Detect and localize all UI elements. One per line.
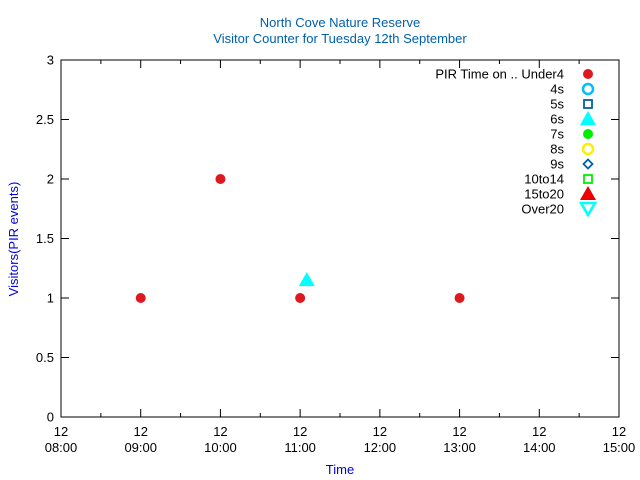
y-tick-label: 3 xyxy=(47,53,54,68)
legend-label: 9s xyxy=(550,157,564,172)
x-tick-label-time: 14:00 xyxy=(523,440,556,455)
plot-area-border xyxy=(60,59,620,418)
x-tick-label-time: 08:00 xyxy=(45,440,78,455)
data-point-series-0 xyxy=(454,293,465,303)
y-axis-label: Visitors(PIR events) xyxy=(6,182,21,297)
x-tick-label-day: 12 xyxy=(293,424,307,439)
x-tick-label-time: 12:00 xyxy=(364,440,397,455)
legend-marker xyxy=(581,142,595,156)
legend-label: 15to20 xyxy=(524,187,564,202)
legend-marker xyxy=(583,174,593,184)
chart-subtitle: Visitor Counter for Tuesday 12th Septemb… xyxy=(213,31,467,46)
data-point-series-0 xyxy=(135,293,146,303)
legend-label: 4s xyxy=(550,82,564,97)
legend-label: 8s xyxy=(550,142,564,157)
legend-label: Over20 xyxy=(521,202,564,217)
data-points xyxy=(135,174,465,303)
y-tick-label: 2 xyxy=(47,172,54,187)
x-tick-label-time: 11:00 xyxy=(284,440,316,455)
chart-title: North Cove Nature Reserve xyxy=(260,15,420,30)
x-axis-label: Time xyxy=(326,462,354,477)
legend-marker xyxy=(583,129,593,139)
legend: PIR Time on .. Under44s5s6s7s8s9s10to141… xyxy=(435,67,598,218)
x-tick-label-time: 13:00 xyxy=(443,440,476,455)
x-axis-ticks: 1208:001209:001210:001211:001212:001213:… xyxy=(45,60,636,455)
y-tick-label: 1 xyxy=(47,291,54,306)
x-tick-label-day: 12 xyxy=(612,424,626,439)
legend-marker xyxy=(581,82,595,96)
y-tick-label: 1.5 xyxy=(36,231,54,246)
legend-label: 6s xyxy=(550,112,564,127)
data-point-series-0 xyxy=(295,293,306,303)
y-tick-label: 0 xyxy=(47,410,54,425)
legend-marker xyxy=(583,69,593,79)
x-tick-label-day: 12 xyxy=(54,424,68,439)
legend-marker xyxy=(583,99,593,109)
legend-label: 7s xyxy=(550,127,564,142)
y-tick-label: 0.5 xyxy=(36,350,54,365)
legend-label: 10to14 xyxy=(524,172,564,187)
legend-marker xyxy=(578,201,598,218)
legend-marker xyxy=(580,111,596,125)
x-tick-label-time: 10:00 xyxy=(204,440,237,455)
legend-label: 5s xyxy=(550,97,564,112)
y-axis-ticks: 0 0.5 1 1.5 2 2.5 3 xyxy=(36,53,619,425)
x-tick-label-day: 12 xyxy=(133,424,147,439)
data-point-series-3 xyxy=(298,272,315,287)
x-tick-label-time: 15:00 xyxy=(603,440,636,455)
x-tick-label-time: 09:00 xyxy=(124,440,157,455)
legend-label: PIR Time on .. Under4 xyxy=(435,67,564,82)
legend-marker xyxy=(582,158,594,170)
x-tick-label-day: 12 xyxy=(373,424,387,439)
legend-marker xyxy=(580,186,596,200)
x-tick-label-day: 12 xyxy=(452,424,466,439)
y-tick-label: 2.5 xyxy=(36,112,54,127)
x-tick-label-day: 12 xyxy=(213,424,227,439)
x-tick-label-day: 12 xyxy=(532,424,546,439)
data-point-series-0 xyxy=(215,174,226,184)
